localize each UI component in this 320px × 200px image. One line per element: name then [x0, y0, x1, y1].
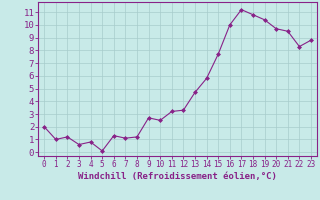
- X-axis label: Windchill (Refroidissement éolien,°C): Windchill (Refroidissement éolien,°C): [78, 172, 277, 181]
